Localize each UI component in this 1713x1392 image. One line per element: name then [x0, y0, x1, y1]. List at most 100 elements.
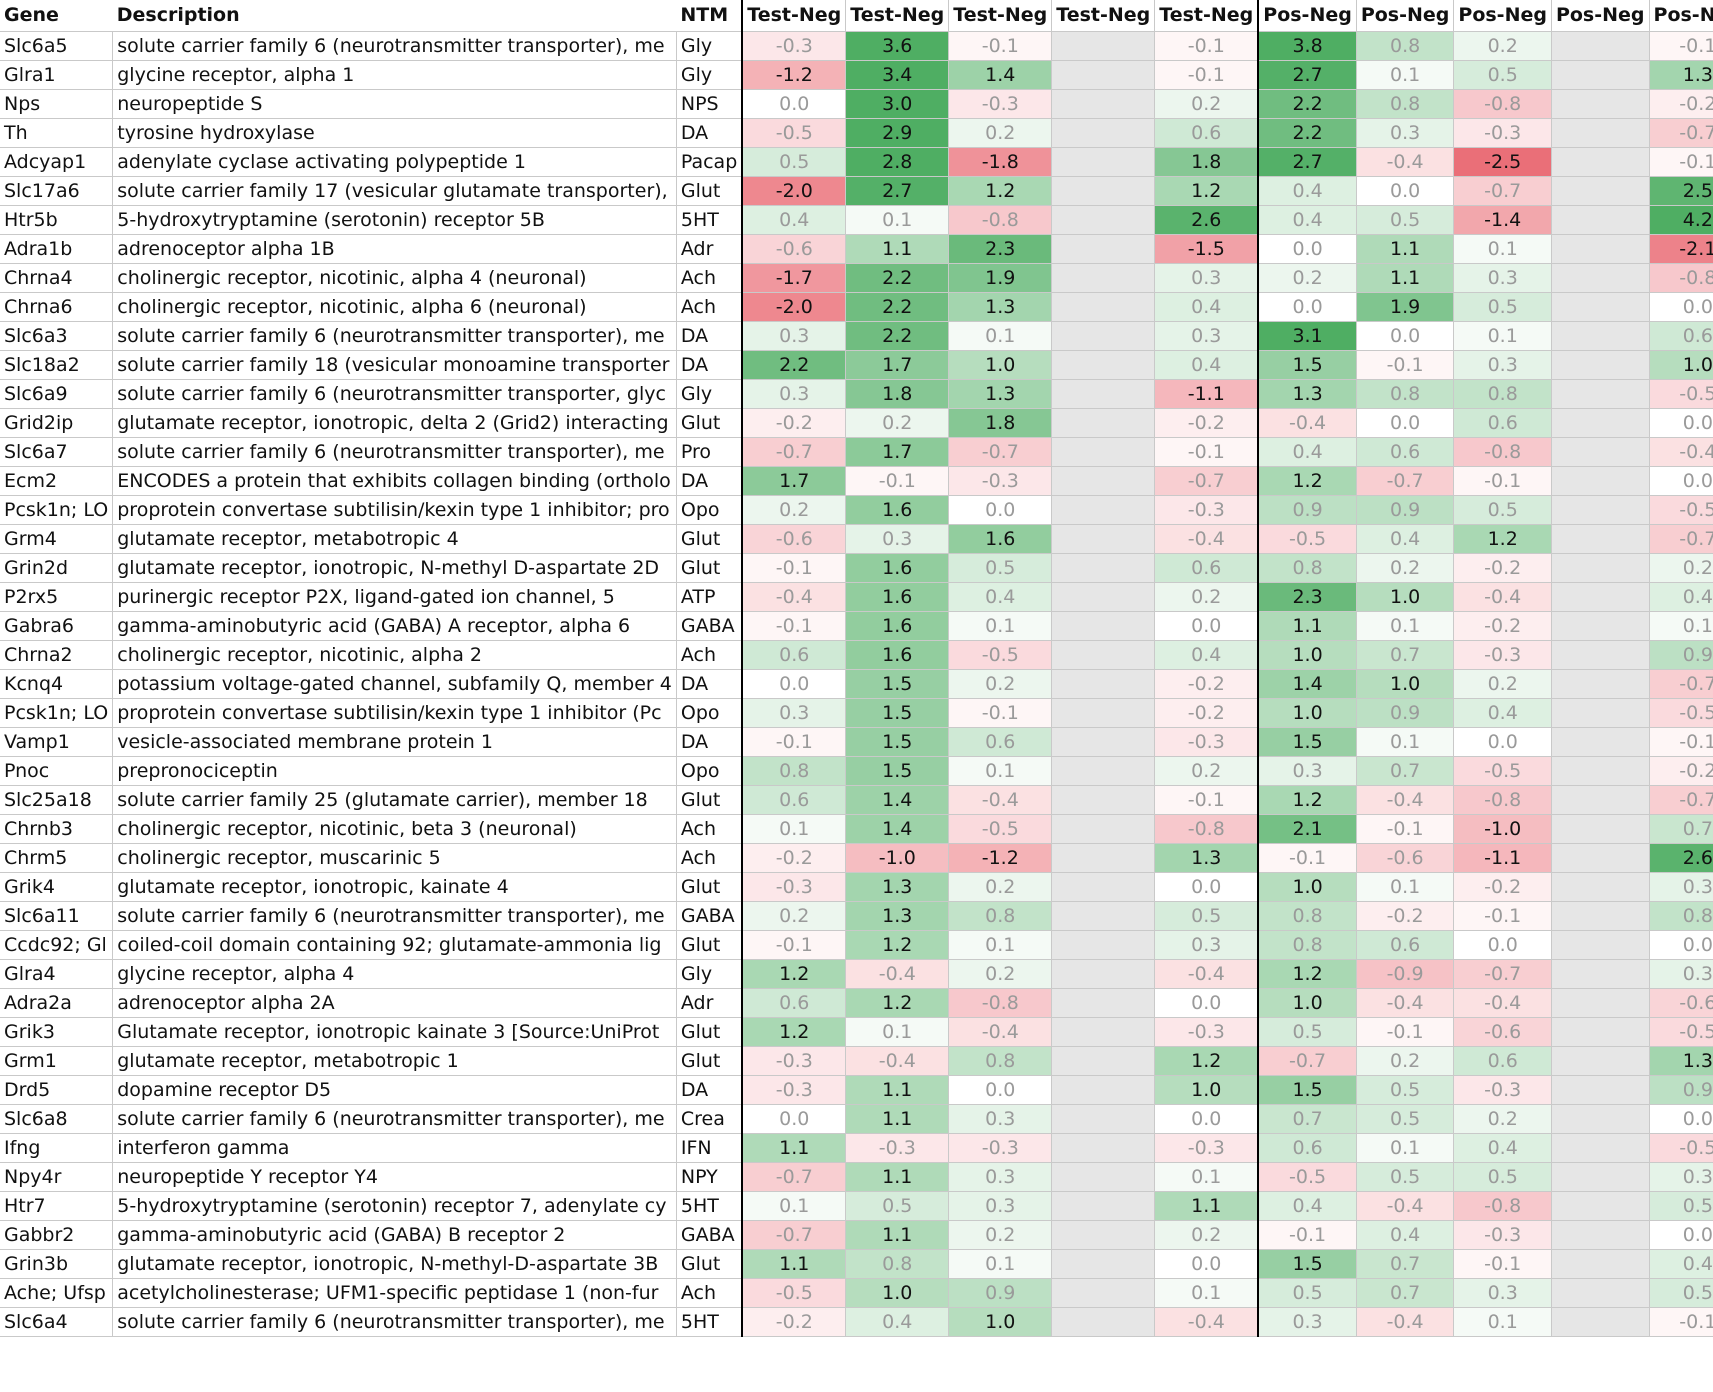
empty-value-cell	[1550, 60, 1650, 90]
value-cell: 3.1	[1257, 321, 1357, 351]
table-row: Adra2a adrenoceptor alpha 2A Adr 0.6 1.2 -0.8…	[0, 988, 1713, 1018]
value-cell: 0.0	[1648, 466, 1713, 496]
value-cell: -0.5	[1648, 495, 1713, 525]
description-cell: neuropeptide Y receptor Y4	[112, 1162, 677, 1192]
empty-value-cell	[1051, 727, 1155, 757]
value-cell: 0.2	[948, 959, 1052, 989]
value-cell: -0.8	[948, 205, 1052, 235]
value-cell: -0.3	[1154, 495, 1259, 525]
heatmap-body: Slc6a5 solute carrier family 6 (neurotran…	[0, 31, 1713, 1337]
gene-cell: Grm1	[0, 1046, 114, 1076]
value-cell: -0.5	[1648, 379, 1713, 409]
gene-cell: Chrm5	[0, 843, 114, 873]
gene-cell: Grin2d	[0, 553, 114, 583]
value-cell: 0.0	[1355, 176, 1454, 206]
empty-value-cell	[1550, 263, 1650, 293]
description-cell: gamma-aminobutyric acid (GABA) A recepto…	[112, 611, 677, 641]
ntm-cell: IFN	[676, 1133, 743, 1163]
value-cell: 0.1	[1355, 872, 1454, 902]
value-cell: -0.3	[1154, 727, 1259, 757]
description-cell: vesicle-associated membrane protein 1	[112, 727, 677, 757]
description-cell: adenylate cyclase activating polypeptide…	[112, 147, 677, 177]
value-cell: 1.5	[845, 727, 949, 757]
gene-cell: Th	[0, 118, 114, 148]
ntm-cell: Gly	[676, 379, 743, 409]
description-cell: solute carrier family 6 (neurotransmitte…	[112, 1307, 677, 1337]
value-cell: 1.5	[1257, 1249, 1357, 1279]
value-cell: 0.2	[1154, 756, 1259, 786]
value-cell: 0.8	[1453, 379, 1552, 409]
value-cell: 0.0	[948, 495, 1052, 525]
gene-cell: Chrna4	[0, 263, 114, 293]
value-cell: 0.4	[1355, 524, 1454, 554]
empty-value-cell	[1550, 1220, 1650, 1250]
value-cell: -0.1	[845, 466, 949, 496]
value-cell: 1.2	[1257, 785, 1357, 815]
table-row: Ache; Ufsp acetylcholinesterase; UFM1-spe…	[0, 1278, 1713, 1308]
gene-cell: Ifng	[0, 1133, 114, 1163]
value-cell: -2.1	[1648, 234, 1713, 264]
value-cell: 1.1	[1257, 611, 1357, 641]
value-cell: 0.7	[1257, 1104, 1357, 1134]
value-cell: 1.7	[845, 437, 949, 467]
column-header: Test-Neg	[948, 0, 1052, 32]
value-cell: -0.8	[1453, 89, 1552, 119]
value-cell: 2.2	[1257, 89, 1357, 119]
value-cell: 0.3	[1154, 321, 1259, 351]
value-cell: 1.6	[845, 640, 949, 670]
value-cell: -0.4	[948, 785, 1052, 815]
value-cell: 1.6	[845, 611, 949, 641]
table-row: Vamp1 vesicle-associated membrane protein…	[0, 727, 1713, 757]
value-cell: 1.3	[1648, 60, 1713, 90]
value-cell: 0.0	[1453, 727, 1552, 757]
value-cell: 0.4	[1257, 205, 1357, 235]
value-cell: 0.5	[1355, 205, 1454, 235]
column-header: Pos-Neg	[1453, 0, 1552, 32]
description-cell: solute carrier family 6 (neurotransmitte…	[112, 31, 677, 61]
value-cell: -0.7	[1154, 466, 1259, 496]
description-cell: proprotein convertase subtilisin/kexin t…	[112, 495, 677, 525]
value-cell: 0.8	[1257, 930, 1357, 960]
value-cell: 0.5	[948, 553, 1052, 583]
value-cell: -0.8	[1453, 785, 1552, 815]
gene-cell: Slc6a9	[0, 379, 114, 409]
empty-value-cell	[1550, 524, 1650, 554]
value-cell: -0.4	[1355, 988, 1454, 1018]
ntm-cell: Pro	[676, 437, 743, 467]
value-cell: 0.4	[1453, 1133, 1552, 1163]
value-cell: 1.4	[845, 814, 949, 844]
empty-value-cell	[1550, 756, 1650, 786]
value-cell: 0.3	[1453, 1278, 1552, 1308]
empty-value-cell	[1051, 1133, 1155, 1163]
empty-value-cell	[1051, 1307, 1155, 1337]
empty-value-cell	[1550, 1249, 1650, 1279]
value-cell: 0.5	[1257, 1017, 1357, 1047]
value-cell: -0.2	[1154, 669, 1259, 699]
value-cell: 1.3	[948, 379, 1052, 409]
gene-cell: Slc6a8	[0, 1104, 114, 1134]
table-row: Ccdc92; Gl coiled-coil domain containing …	[0, 930, 1713, 960]
value-cell: 0.3	[1154, 263, 1259, 293]
value-cell: 2.2	[741, 350, 846, 380]
value-cell: 1.1	[1154, 1191, 1259, 1221]
gene-cell: Glra4	[0, 959, 114, 989]
gene-cell: Adcyap1	[0, 147, 114, 177]
empty-value-cell	[1051, 582, 1155, 612]
value-cell: -0.2	[741, 843, 846, 873]
value-cell: 0.6	[948, 727, 1052, 757]
empty-value-cell	[1550, 930, 1650, 960]
value-cell: 0.6	[1355, 437, 1454, 467]
gene-cell: Slc6a11	[0, 901, 114, 931]
table-row: P2rx5 purinergic receptor P2X, ligand-gat…	[0, 582, 1713, 612]
ntm-cell: DA	[676, 727, 743, 757]
value-cell: 0.2	[1648, 553, 1713, 583]
value-cell: 0.3	[1648, 1162, 1713, 1192]
value-cell: -0.1	[1453, 1249, 1552, 1279]
empty-value-cell	[1051, 176, 1155, 206]
value-cell: 0.9	[1355, 495, 1454, 525]
value-cell: -0.5	[1648, 1133, 1713, 1163]
value-cell: -0.1	[1154, 31, 1259, 61]
value-cell: 4.2	[1648, 205, 1713, 235]
value-cell: -0.2	[1154, 408, 1259, 438]
table-row: Glra1 glycine receptor, alpha 1 Gly -1.2 3.4…	[0, 60, 1713, 90]
